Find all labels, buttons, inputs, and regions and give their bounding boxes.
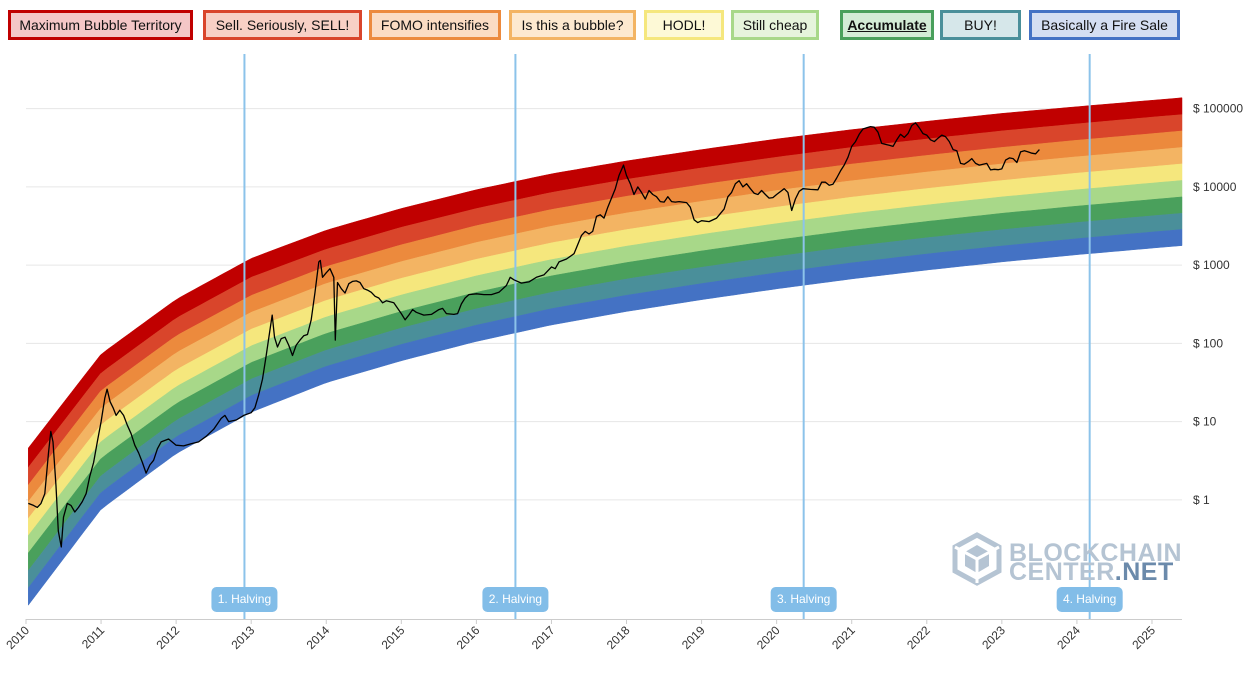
legend-item-label: BUY! [964, 17, 997, 33]
y-tick-label-0: $ 1 [1193, 493, 1210, 507]
halving-badge-2 [482, 587, 549, 612]
halving-badge-3 [770, 587, 837, 612]
x-tick-label-13: 2023 [979, 623, 1008, 652]
legend-item-label: Still cheap [742, 17, 808, 33]
legend-item-label: Sell. Seriously, SELL! [215, 17, 350, 33]
watermark-line2: CENTER.NET [1009, 558, 1174, 586]
band-8 [28, 229, 1183, 606]
halving-labels: 1. Halving 2. Halving 3. Halving 4. Halving [211, 587, 1123, 612]
x-tick-label-9: 2019 [679, 623, 708, 652]
watermark-line2a: CENTER [1009, 558, 1115, 586]
y-tick-label-1: $ 10 [1193, 415, 1217, 429]
legend-item-label: FOMO intensifies [380, 17, 490, 33]
x-tick-label-5: 2015 [379, 623, 408, 652]
legend-item-3[interactable]: FOMO intensifies [369, 10, 501, 40]
price-line [28, 122, 1040, 548]
x-tick-label-2: 2012 [153, 623, 182, 652]
halving-label-1: 1. Halving [218, 592, 271, 606]
x-tick-label-0: 2010 [3, 623, 32, 652]
y-axis: $ 1 $ 10 $ 100 $ 1000 $ 10000 $ 100000 [26, 102, 1243, 620]
y-tick-label-3: $ 1000 [1193, 258, 1230, 272]
legend-item-label: Maximum Bubble Territory [19, 17, 182, 33]
band-legend: Maximum Bubble Territory Sell. Seriously,… [8, 8, 1248, 44]
x-tick-label-4: 2014 [304, 623, 333, 652]
x-tick-label-7: 2017 [529, 623, 558, 652]
y-tick-label-5: $ 100000 [1193, 102, 1243, 116]
watermark-line1: BLOCKCHAIN [1009, 539, 1182, 567]
halving-label-4: 4. Halving [1063, 592, 1116, 606]
y-tick-label-4: $ 10000 [1193, 180, 1237, 194]
x-tick-label-12: 2022 [904, 623, 933, 652]
legend-item-8[interactable]: BUY! [940, 10, 1021, 40]
legend-item-1[interactable]: Maximum Bubble Territory [8, 10, 193, 40]
halving-badge-1 [211, 587, 278, 612]
legend-item-2[interactable]: Sell. Seriously, SELL! [203, 10, 362, 40]
x-tick-label-11: 2021 [829, 623, 858, 652]
halving-badge-4 [1056, 587, 1123, 612]
legend-item-label: HODL! [662, 17, 706, 33]
rainbow-bands [28, 97, 1183, 606]
legend-item-label: Basically a Fire Sale [1041, 17, 1168, 33]
x-tick-label-8: 2018 [604, 623, 633, 652]
x-tick-label-14: 2024 [1054, 623, 1083, 652]
x-tick-label-6: 2016 [454, 623, 483, 652]
halving-label-2: 2. Halving [489, 592, 542, 606]
x-tick-label-1: 2011 [79, 623, 107, 651]
watermark-logo-icon [952, 532, 1002, 586]
legend-item-label: Accumulate [847, 17, 927, 33]
watermark: BLOCKCHAIN CENTER.NET [952, 532, 1182, 586]
legend-item-7[interactable]: Accumulate [840, 10, 934, 40]
legend-item-5[interactable]: HODL! [644, 10, 724, 40]
y-tick-label-2: $ 100 [1193, 336, 1223, 350]
legend-item-9[interactable]: Basically a Fire Sale [1029, 10, 1180, 40]
legend-item-4[interactable]: Is this a bubble? [509, 10, 636, 40]
legend-item-label: Is this a bubble? [521, 17, 624, 33]
watermark-line2b: .NET [1115, 558, 1174, 586]
x-tick-label-10: 2020 [754, 623, 783, 652]
halving-label-3: 3. Halving [777, 592, 830, 606]
halving-lines [243, 54, 1091, 619]
price-series [28, 122, 1040, 548]
x-axis: 2010 2011 2012 2013 2014 2015 2016 2017 2018 2019… [3, 619, 1158, 652]
legend-item-6[interactable]: Still cheap [731, 10, 819, 40]
x-tick-label-15: 2025 [1129, 623, 1158, 652]
x-tick-label-3: 2013 [229, 623, 258, 652]
